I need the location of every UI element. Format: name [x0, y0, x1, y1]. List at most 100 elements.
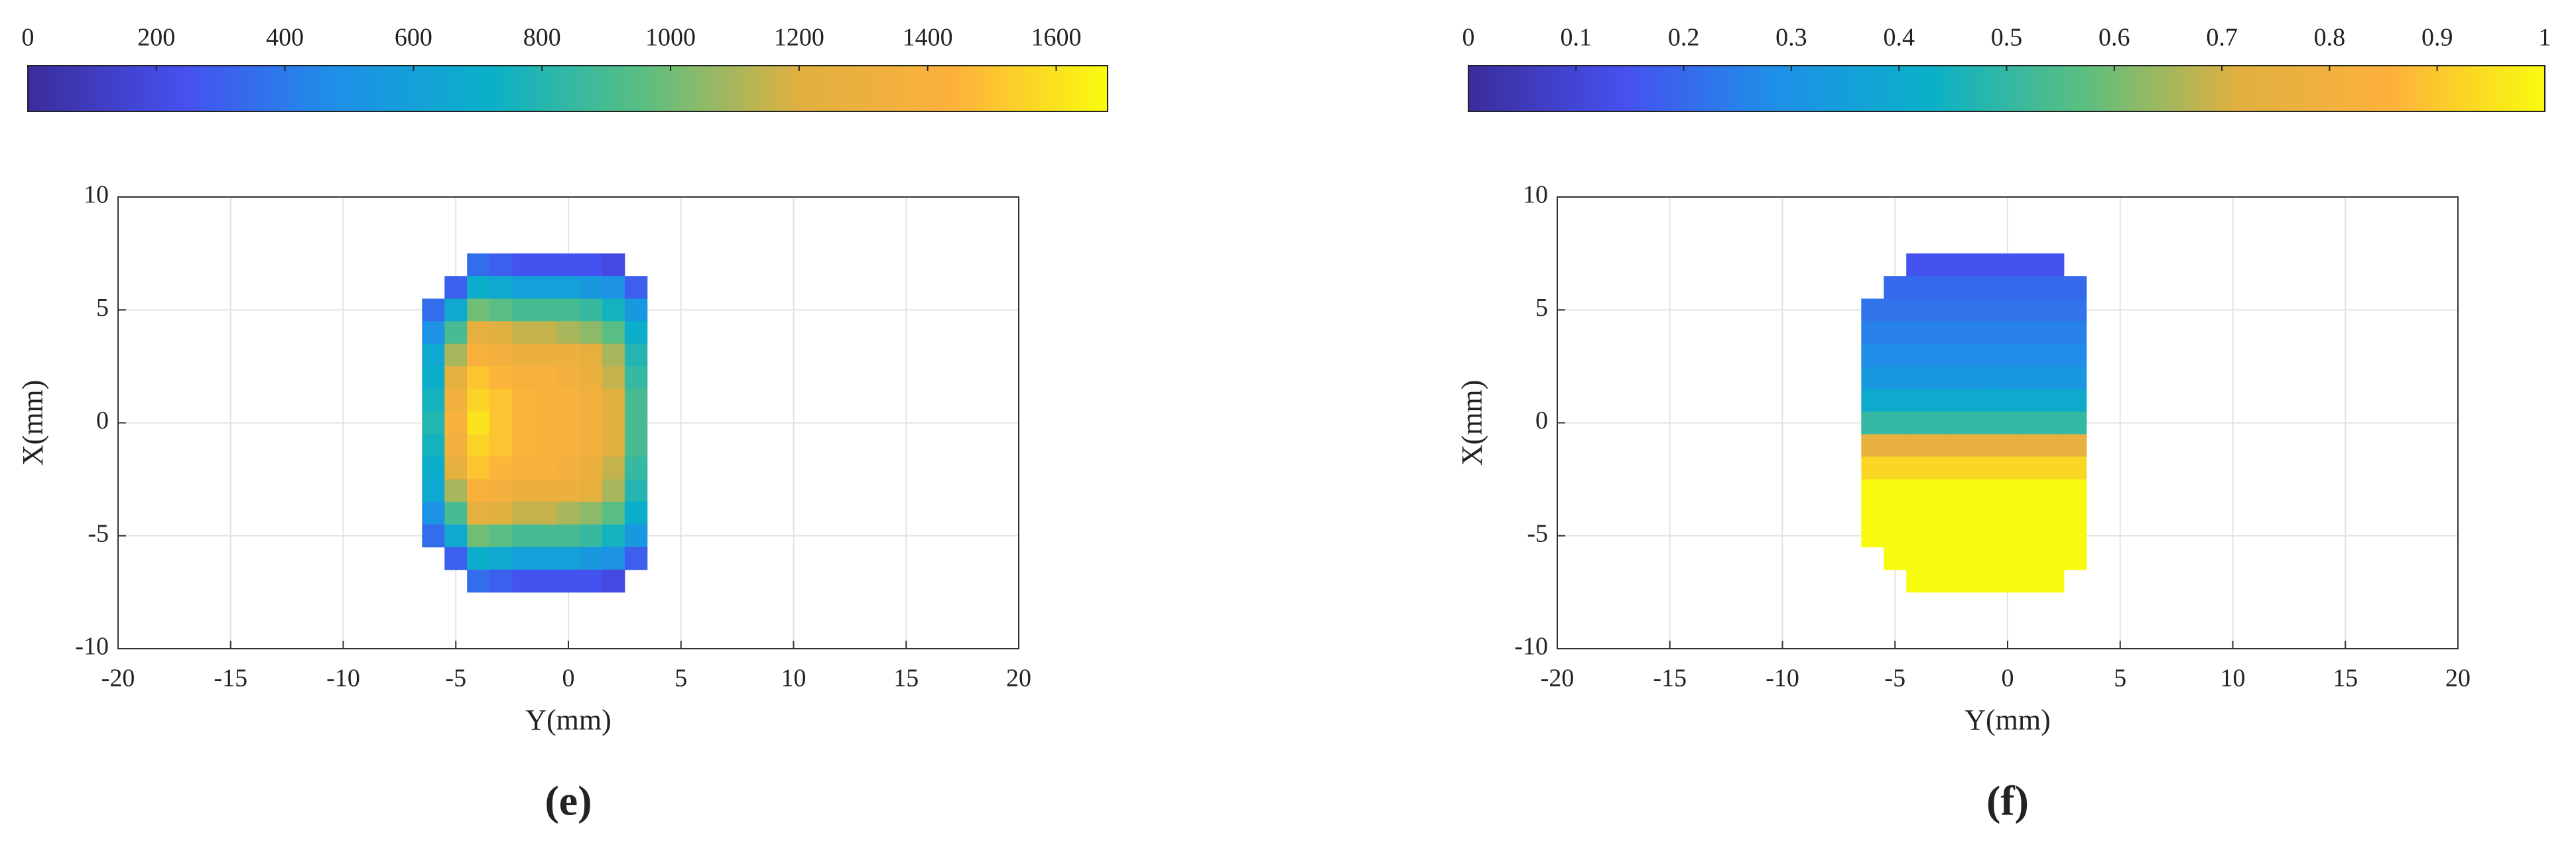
heat-cell	[1929, 389, 1952, 412]
heat-cell	[602, 276, 625, 299]
heat-cell	[512, 366, 535, 389]
x-tick-label: 5	[675, 665, 687, 692]
heat-cell	[1884, 547, 1907, 570]
heat-cell	[1906, 569, 1929, 593]
heat-cell	[512, 524, 535, 548]
heat-cell	[2063, 276, 2087, 299]
colorbar-tick-label: 0.8	[2314, 24, 2346, 52]
heat-cell	[1884, 434, 1907, 458]
heat-cell	[1861, 479, 1884, 503]
heat-cell	[2063, 366, 2087, 389]
heat-cell	[2041, 501, 2065, 525]
heat-cell	[1929, 253, 1952, 277]
heat-cell	[2018, 411, 2042, 435]
heat-cell	[2018, 547, 2042, 570]
heat-cell	[2041, 253, 2065, 277]
heat-cell	[579, 434, 603, 458]
heat-cell	[1996, 344, 2020, 367]
heat-cell	[557, 253, 580, 277]
heat-cell	[1951, 298, 1974, 322]
heat-cell	[489, 389, 513, 412]
heat-cell	[602, 298, 625, 322]
heat-cell	[557, 434, 580, 458]
x-axis-label: Y(mm)	[1964, 704, 2051, 736]
heat-cell	[624, 434, 648, 458]
heat-cell	[602, 411, 625, 435]
heat-cell	[557, 276, 580, 299]
y-tick-label: 0	[96, 407, 109, 434]
colorbar-tick-label: 800	[523, 24, 561, 52]
x-tick-label: 20	[1006, 665, 1031, 692]
heat-cell	[422, 501, 445, 525]
y-tick-label: -5	[1527, 519, 1548, 547]
heat-cell	[2063, 456, 2087, 480]
heat-cell	[2018, 479, 2042, 503]
heat-cell	[444, 547, 468, 570]
colorbar-tick-label: 600	[395, 24, 432, 52]
heat-cell	[512, 411, 535, 435]
x-tick-label: 5	[2114, 665, 2126, 692]
heat-cell	[444, 298, 468, 322]
heat-cell	[1861, 524, 1884, 548]
heat-cell	[489, 253, 513, 277]
heat-cell	[535, 366, 558, 389]
heat-cell	[2041, 434, 2065, 458]
heat-cell	[1974, 321, 1997, 344]
x-tick-label: -10	[1766, 665, 1799, 692]
heat-cell	[579, 253, 603, 277]
heat-cell	[1884, 479, 1907, 503]
y-tick-label: -5	[88, 519, 109, 547]
heat-cell	[624, 411, 648, 435]
heat-cell	[1884, 298, 1907, 322]
heat-cell	[602, 434, 625, 458]
heat-cell	[624, 389, 648, 412]
heat-cell	[1951, 547, 1974, 570]
heat-cell	[489, 501, 513, 525]
heat-cell	[1884, 366, 1907, 389]
heat-cell	[444, 344, 468, 367]
heat-cell	[444, 456, 468, 480]
heat-cell	[1906, 276, 1929, 299]
heat-cell	[579, 298, 603, 322]
heat-cell	[2018, 456, 2042, 480]
heat-cell	[444, 501, 468, 525]
heat-cell	[602, 569, 625, 593]
heat-cell	[1996, 298, 2020, 322]
colorbar-tick-label: 0.9	[2421, 24, 2453, 52]
heat-cell	[2018, 344, 2042, 367]
y-axis-label: X(mm)	[17, 380, 49, 466]
heat-cell	[2063, 501, 2087, 525]
heat-cell	[2041, 344, 2065, 367]
y-tick-label: 5	[1535, 294, 1548, 322]
heat-cell	[422, 479, 445, 503]
heat-cell	[624, 547, 648, 570]
colorbar-tick-label: 1600	[1031, 24, 1081, 52]
heat-cell	[2063, 298, 2087, 322]
heat-cell	[1929, 547, 1952, 570]
heat-cell	[489, 321, 513, 344]
heat-cell	[467, 276, 490, 299]
plot-frame	[1557, 196, 2459, 649]
heat-cell	[467, 547, 490, 570]
heat-cell	[1996, 321, 2020, 344]
heat-cell	[2018, 434, 2042, 458]
heat-cell	[1974, 389, 1997, 412]
x-tick-label: -5	[445, 665, 466, 692]
heat-cell	[557, 456, 580, 480]
heat-cell	[557, 569, 580, 593]
heat-cell	[602, 253, 625, 277]
heat-cell	[2041, 411, 2065, 435]
heat-cell	[535, 321, 558, 344]
colorbar-tick-label: 0.2	[1668, 24, 1700, 52]
heat-cell	[557, 411, 580, 435]
heat-cell	[1996, 569, 2020, 593]
heat-cell	[512, 434, 535, 458]
heat-cell	[1861, 298, 1884, 322]
heat-cell	[557, 321, 580, 344]
heat-cell	[2041, 366, 2065, 389]
heat-cell	[2018, 298, 2042, 322]
heat-cell	[1906, 547, 1929, 570]
heat-cell	[2041, 479, 2065, 503]
x-tick-label: -10	[326, 665, 360, 692]
